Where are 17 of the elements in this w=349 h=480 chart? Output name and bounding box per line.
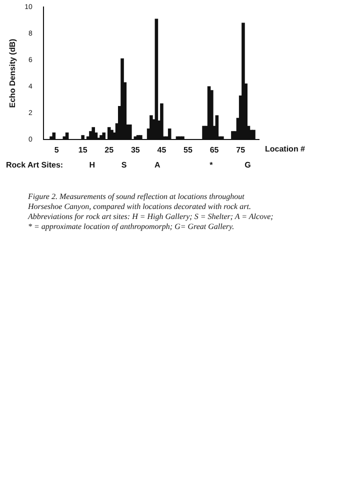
text: G [244, 160, 251, 170]
text: S [121, 160, 128, 170]
text: H [89, 160, 96, 170]
text: Rock Art Sites: [6, 160, 64, 170]
x-tick-label: 55 [184, 145, 193, 154]
x-tick-label: 65 [210, 145, 220, 154]
caption: Figure 2. Measurements of sound reflection at locations throughout Horseshoe Canyon, compared with locations decorated with rock art. Abbreviations for rock art sites: H = High Gallery; S = Shelter; A = Alcove; * = approximate location of anthropomorph; G= Great Gallery. [28, 192, 274, 232]
text: * [210, 160, 214, 170]
x-tick-label: 75 [236, 145, 246, 154]
y-axis-title: Echo Density (dB) [8, 38, 18, 108]
x-tick-label: 25 [104, 145, 114, 154]
x-tick-label: 35 [130, 145, 140, 154]
x-tick-label: 45 [157, 145, 167, 154]
x-tick-label: 15 [78, 145, 88, 154]
x-tick-label: 5 [54, 145, 60, 154]
x-axis-title: Location # [265, 144, 306, 154]
text: A [154, 160, 161, 170]
